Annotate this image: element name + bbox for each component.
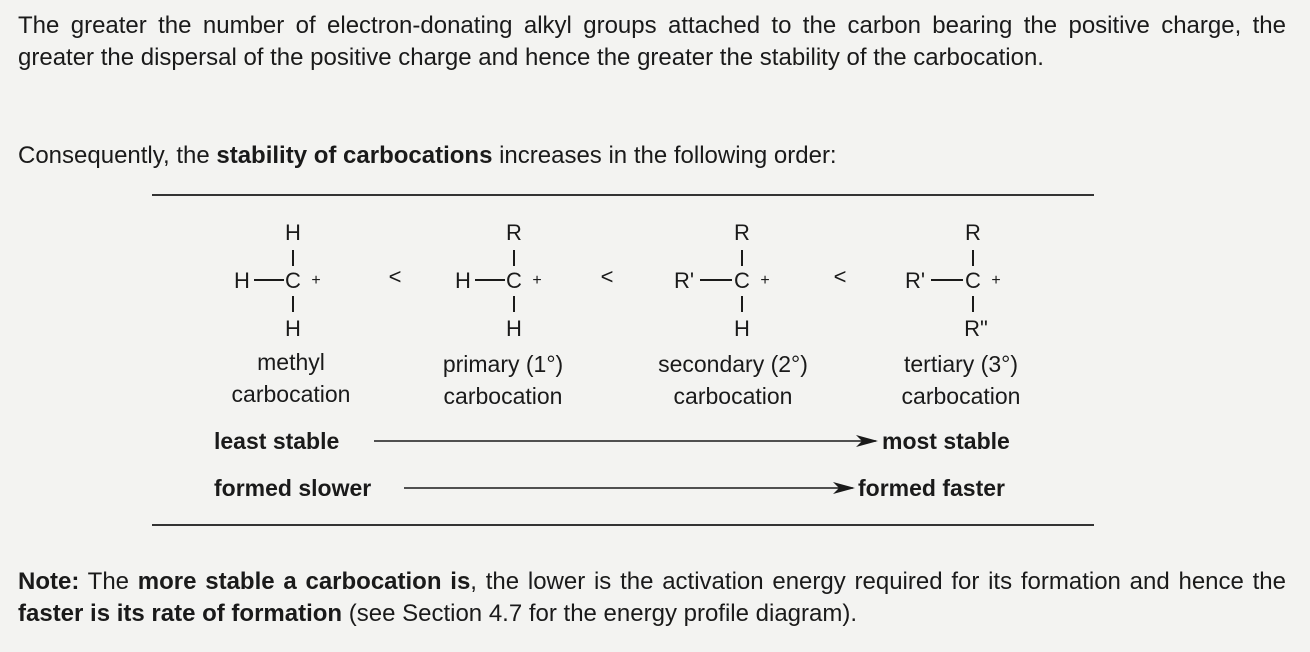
structure-subtitle: carbocation xyxy=(232,381,351,407)
atom-top: R xyxy=(734,220,750,245)
top-divider xyxy=(152,194,1094,196)
note-bold-2: faster is its rate of formation xyxy=(18,600,343,627)
least-stable-label: least stable xyxy=(214,428,339,454)
note-bold-1: more stable a carbocation is xyxy=(137,568,471,595)
tertiary-carbocation-structure: R R' C + R" tertiary (3°) carbocation xyxy=(902,220,1021,409)
charge-plus: + xyxy=(760,272,769,289)
structure-subtitle: carbocation xyxy=(674,383,793,409)
formed-slower-label: formed slower xyxy=(214,475,371,501)
note-paragraph: Note: The more stable a carbocation is, … xyxy=(18,566,1286,630)
less-than-sign: < xyxy=(834,264,847,289)
atom-left: H xyxy=(455,268,471,293)
order-sentence: Consequently, the stability of carbocati… xyxy=(18,140,1286,172)
bottom-divider xyxy=(152,524,1094,526)
atom-bottom: H xyxy=(734,316,750,341)
atom-left: R' xyxy=(905,268,925,293)
charge-plus: + xyxy=(991,272,1000,289)
formation-rate-trend: formed slower formed faster xyxy=(214,475,1005,501)
structure-name: secondary (2°) xyxy=(658,351,808,377)
methyl-carbocation-structure: H H C + H methyl carbocation xyxy=(232,220,351,407)
note-text-3: (see Section 4.7 for the energy profile … xyxy=(342,600,858,627)
intro-paragraph: The greater the number of electron-donat… xyxy=(18,12,1286,71)
atom-center: C xyxy=(285,268,301,293)
atom-bottom: H xyxy=(285,316,301,341)
charge-plus: + xyxy=(311,272,320,289)
note-label: Note: xyxy=(18,568,80,595)
atom-center: C xyxy=(734,268,750,293)
most-stable-label: most stable xyxy=(882,428,1010,454)
atom-bottom: H xyxy=(506,316,522,341)
structure-name: tertiary (3°) xyxy=(904,351,1018,377)
stability-trend: least stable most stable xyxy=(214,428,1010,454)
atom-left: R' xyxy=(674,268,694,293)
secondary-carbocation-structure: R R' C + H secondary (2°) carbocation xyxy=(658,220,808,409)
structure-subtitle: carbocation xyxy=(444,383,563,409)
formed-faster-label: formed faster xyxy=(858,475,1005,501)
primary-carbocation-structure: R H C + H primary (1°) carbocation xyxy=(443,220,563,409)
charge-plus: + xyxy=(532,272,541,289)
note-text-1: The xyxy=(79,568,138,595)
atom-top: R xyxy=(506,220,522,245)
less-than-sign: < xyxy=(601,264,614,289)
order-sentence-post: increases in the following order: xyxy=(492,142,837,169)
structure-name: primary (1°) xyxy=(443,351,563,377)
atom-left: H xyxy=(234,268,250,293)
structure-subtitle: carbocation xyxy=(902,383,1021,409)
structure-name: methyl xyxy=(257,349,325,375)
atom-center: C xyxy=(506,268,522,293)
order-sentence-bold: stability of carbocations xyxy=(216,142,493,169)
atom-top: H xyxy=(285,220,301,245)
less-than-sign: < xyxy=(389,264,402,289)
atom-top: R xyxy=(965,220,981,245)
atom-center: C xyxy=(965,268,981,293)
order-sentence-pre: Consequently, the xyxy=(18,142,217,169)
note-text-2: , the lower is the activation energy req… xyxy=(470,568,1286,595)
atom-bottom: R" xyxy=(964,316,988,341)
